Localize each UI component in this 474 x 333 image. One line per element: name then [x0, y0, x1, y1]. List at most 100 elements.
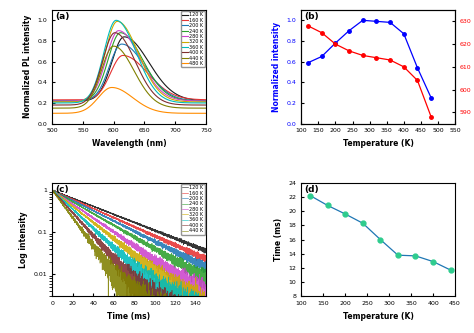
120 K [203, 99, 209, 103]
440 K [49, 188, 55, 192]
Line: 160 K: 160 K [52, 190, 206, 263]
440 K [57, 106, 63, 110]
320 K [115, 19, 120, 23]
400 K [171, 102, 176, 106]
400 K [164, 302, 170, 306]
X-axis label: Wavelength (nm): Wavelength (nm) [91, 139, 166, 148]
400 K [49, 103, 55, 107]
360 K [49, 188, 55, 192]
240 K [202, 287, 208, 291]
Y-axis label: Log intensity: Log intensity [19, 211, 28, 268]
360 K [203, 101, 209, 105]
Y-axis label: Time (ms): Time (ms) [274, 218, 283, 261]
200 K [171, 94, 176, 98]
X-axis label: Temperature (K): Temperature (K) [343, 312, 414, 321]
360 K [49, 101, 55, 105]
Line: 120 K: 120 K [52, 190, 206, 253]
440 K [142, 295, 147, 299]
X-axis label: Time (ms): Time (ms) [108, 312, 151, 321]
200 K [149, 238, 155, 242]
360 K [171, 100, 176, 104]
Line: 200 K: 200 K [52, 190, 206, 273]
320 K [57, 100, 63, 104]
160 K [124, 54, 130, 58]
200 K [119, 42, 125, 46]
Line: 240 K: 240 K [52, 33, 206, 101]
280 K [149, 253, 155, 257]
120 K [203, 251, 209, 255]
480 K [109, 86, 115, 90]
440 K [171, 105, 176, 109]
120 K [57, 99, 63, 103]
Y-axis label: Normalized PL intensity: Normalized PL intensity [23, 15, 32, 119]
400 K [57, 103, 63, 107]
160 K [203, 261, 209, 265]
320 K [120, 22, 126, 26]
320 K [203, 302, 209, 306]
400 K [49, 188, 55, 192]
360 K [199, 101, 204, 105]
Line: 440 K: 440 K [52, 190, 206, 304]
200 K [124, 44, 130, 48]
Line: 440 K: 440 K [52, 46, 206, 108]
Line: 360 K: 360 K [52, 190, 206, 304]
Line: 160 K: 160 K [52, 56, 206, 100]
360 K [113, 18, 119, 22]
120 K [124, 35, 130, 39]
Line: 400 K: 400 K [52, 190, 206, 304]
120 K [201, 251, 207, 255]
400 K [112, 31, 118, 35]
440 K [49, 106, 55, 110]
200 K [201, 271, 206, 275]
400 K [203, 103, 209, 107]
360 K [77, 213, 83, 217]
Line: 320 K: 320 K [52, 21, 206, 102]
440 K [203, 106, 209, 110]
360 K [199, 101, 204, 105]
360 K [176, 302, 182, 306]
320 K [142, 257, 147, 261]
160 K [149, 233, 155, 237]
280 K [108, 229, 114, 233]
Text: (d): (d) [304, 185, 319, 194]
280 K [57, 99, 63, 103]
280 K [116, 29, 121, 33]
240 K [199, 99, 204, 103]
200 K [176, 250, 182, 254]
160 K [120, 54, 126, 58]
360 K [124, 29, 130, 33]
Line: 240 K: 240 K [52, 190, 206, 289]
320 K [199, 100, 204, 104]
320 K [77, 210, 83, 214]
240 K [120, 31, 126, 35]
360 K [120, 23, 126, 27]
Line: 120 K: 120 K [52, 37, 206, 101]
200 K [57, 99, 63, 103]
240 K [118, 31, 123, 35]
400 K [142, 292, 147, 296]
Line: 360 K: 360 K [52, 20, 206, 103]
120 K [49, 188, 55, 192]
280 K [199, 99, 204, 103]
240 K [149, 246, 155, 250]
440 K [77, 227, 83, 231]
320 K [108, 233, 114, 237]
280 K [142, 250, 147, 254]
440 K [203, 302, 209, 306]
240 K [49, 99, 55, 103]
240 K [203, 266, 209, 270]
400 K [124, 43, 130, 47]
400 K [149, 296, 155, 300]
400 K [49, 188, 55, 192]
440 K [120, 50, 126, 54]
320 K [49, 100, 55, 104]
360 K [108, 245, 114, 249]
280 K [120, 30, 126, 34]
360 K [203, 302, 209, 306]
320 K [176, 281, 182, 285]
160 K [49, 188, 55, 192]
120 K [49, 99, 55, 103]
440 K [199, 106, 204, 110]
120 K [108, 211, 114, 215]
480 K [171, 111, 176, 115]
